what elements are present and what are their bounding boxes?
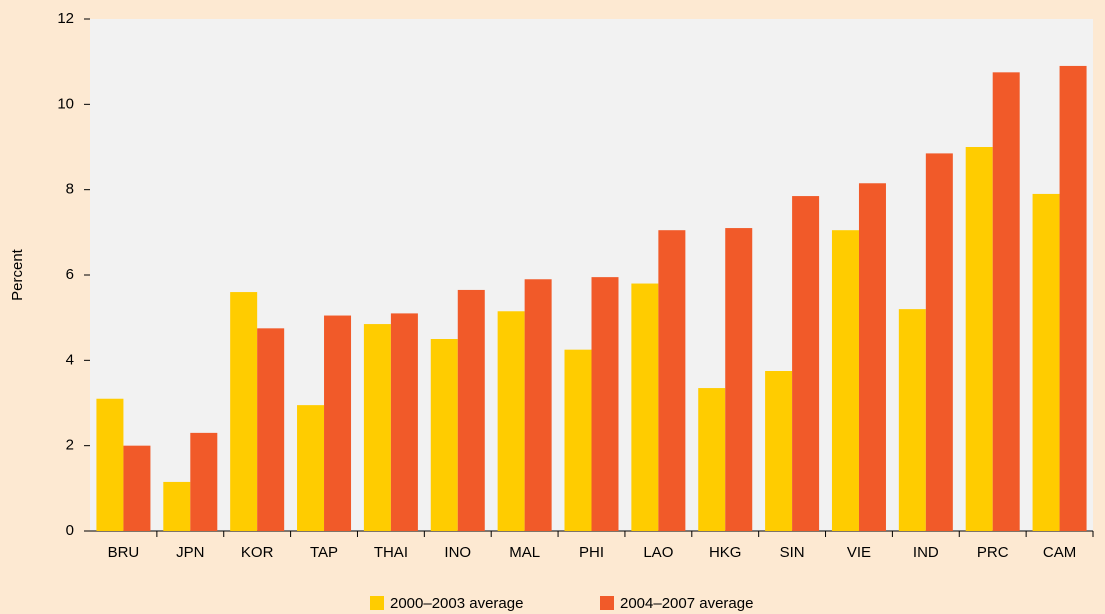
bar <box>524 279 552 531</box>
legend-label: 2004–2007 average <box>620 595 753 612</box>
x-tick-label: MAL <box>509 544 540 561</box>
x-tick-label: CAM <box>1043 544 1076 561</box>
legend-label: 2000–2003 average <box>390 595 523 612</box>
y-axis-label: Percent <box>9 248 26 301</box>
bar <box>898 309 926 531</box>
legend-swatch <box>370 596 384 610</box>
bar <box>96 398 124 531</box>
x-tick-label: INO <box>444 544 471 561</box>
y-tick-label: 4 <box>66 351 74 368</box>
bar <box>591 277 619 531</box>
bar <box>163 481 191 531</box>
bar <box>430 339 458 531</box>
bar <box>457 289 485 531</box>
y-tick-label: 6 <box>66 266 74 283</box>
x-tick-label: SIN <box>780 544 805 561</box>
bar <box>297 405 325 531</box>
bar <box>698 388 726 531</box>
x-tick-label: IND <box>913 544 939 561</box>
legend-swatch <box>600 596 614 610</box>
bar <box>858 183 886 531</box>
bar <box>497 311 525 531</box>
bar <box>792 196 820 532</box>
y-tick-label: 10 <box>57 95 74 112</box>
y-tick-label: 12 <box>57 10 74 27</box>
bar <box>390 313 418 531</box>
bar <box>190 432 218 531</box>
bar <box>925 153 953 531</box>
bar <box>1032 193 1060 531</box>
x-tick-label: TAP <box>310 544 338 561</box>
x-tick-label: BRU <box>108 544 140 561</box>
bar <box>123 445 151 531</box>
x-tick-label: VIE <box>847 544 871 561</box>
bar <box>564 349 592 531</box>
bar <box>831 230 859 531</box>
x-tick-label: KOR <box>241 544 274 561</box>
bar <box>631 283 659 531</box>
y-tick-label: 8 <box>66 181 74 198</box>
x-tick-label: PRC <box>977 544 1009 561</box>
bar <box>230 292 258 531</box>
bar <box>658 230 686 531</box>
bar <box>324 315 352 531</box>
bar <box>363 324 391 531</box>
x-tick-label: HKG <box>709 544 742 561</box>
x-tick-label: LAO <box>643 544 673 561</box>
x-tick-label: PHI <box>579 544 604 561</box>
bar <box>257 328 285 531</box>
y-tick-label: 0 <box>66 522 74 539</box>
bar <box>1059 65 1087 531</box>
bar <box>992 72 1020 531</box>
bar <box>765 371 793 531</box>
x-tick-label: JPN <box>176 544 204 561</box>
bar <box>965 147 993 531</box>
x-tick-label: THAI <box>374 544 408 561</box>
bar <box>725 228 753 532</box>
y-tick-label: 2 <box>66 437 74 454</box>
